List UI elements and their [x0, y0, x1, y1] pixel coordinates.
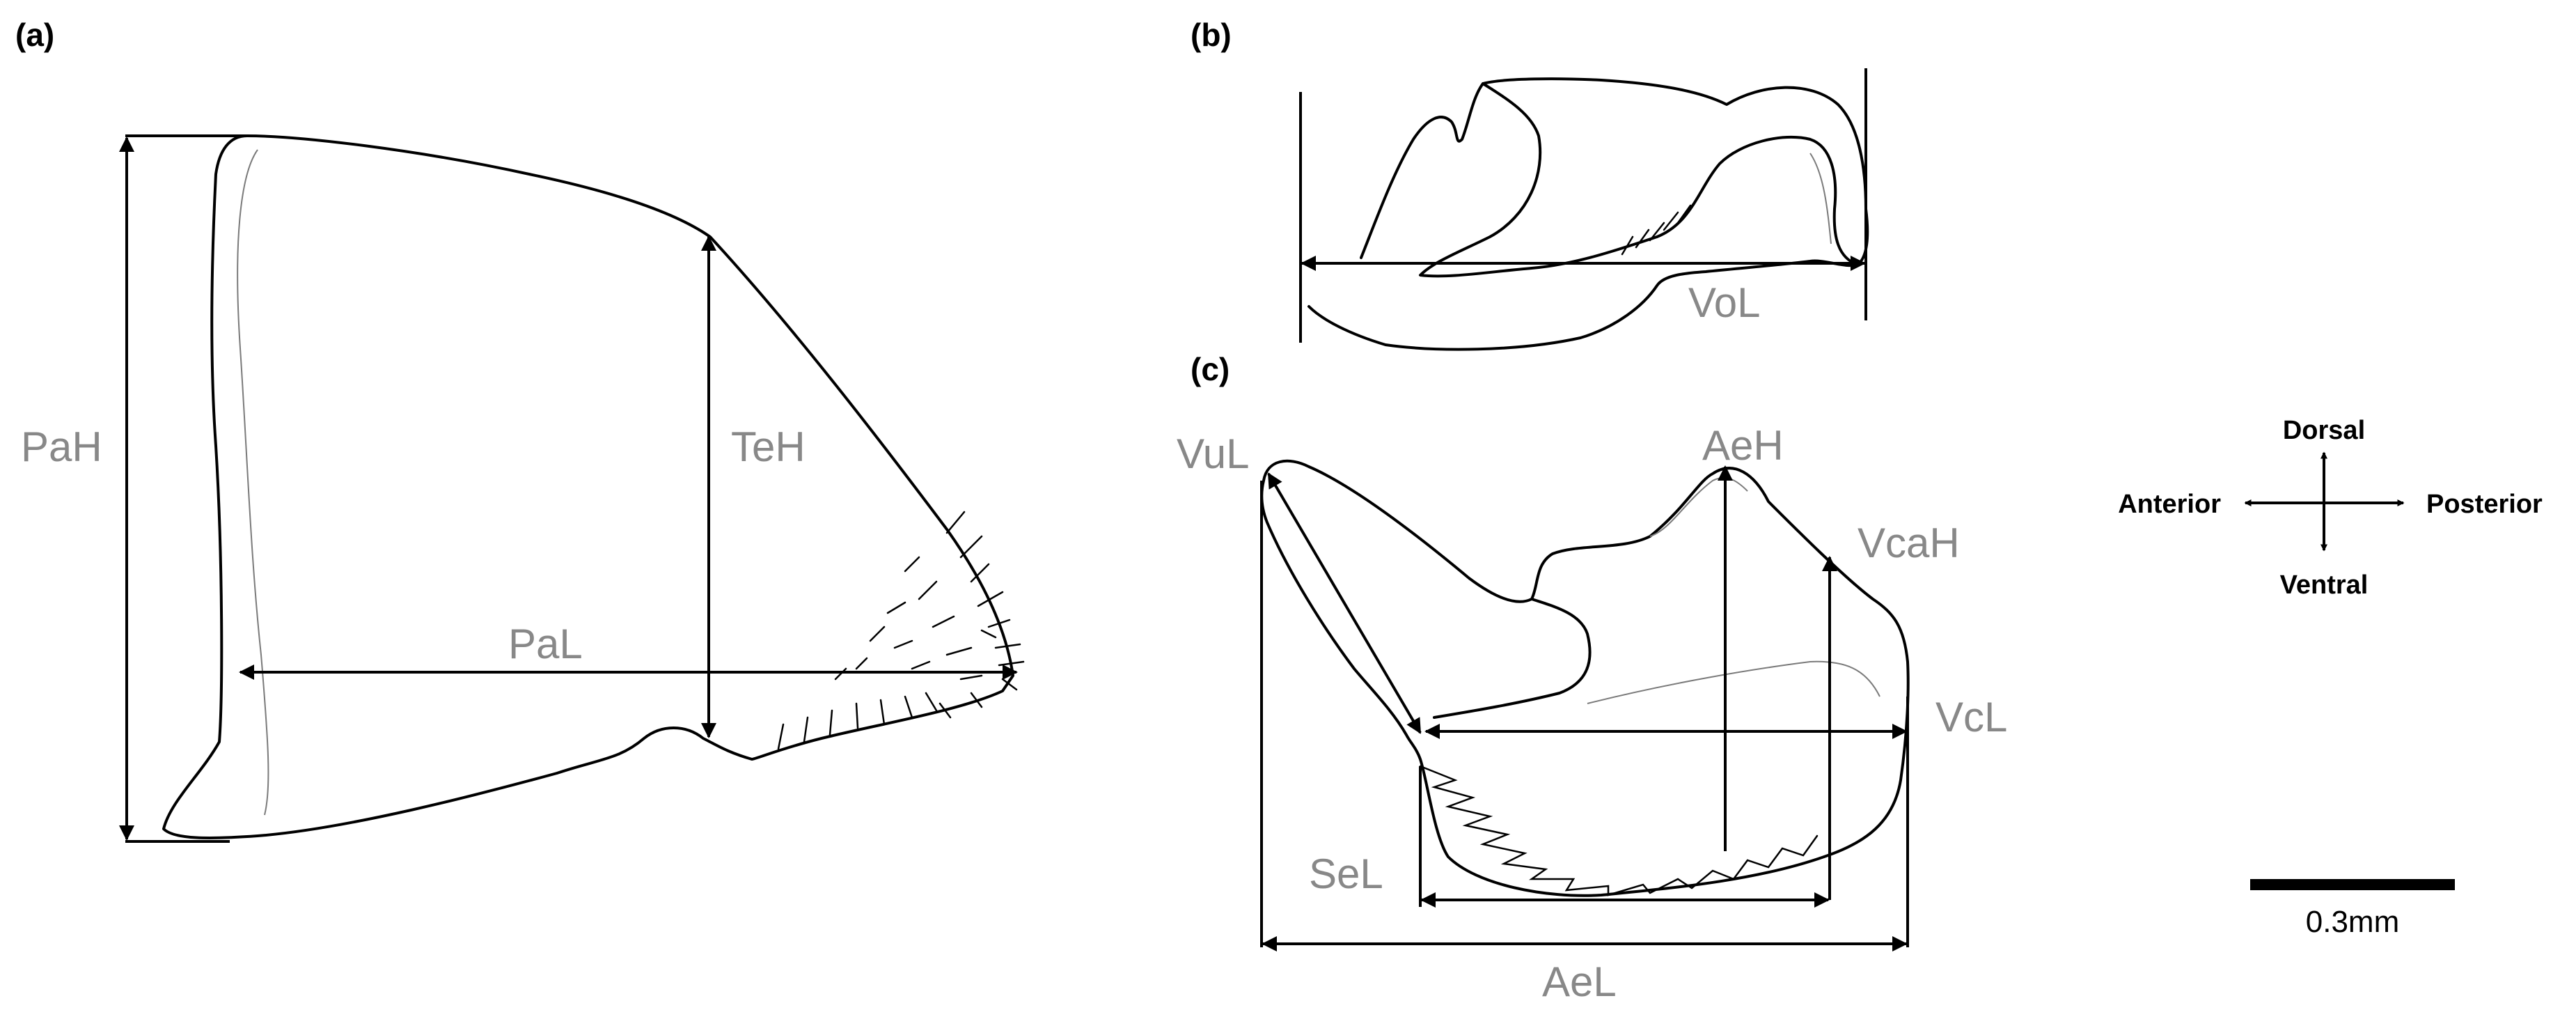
setae-cluster: [777, 511, 1025, 750]
scale-bar: 0.3mm: [2250, 879, 2455, 939]
inner-fold-outline: [1419, 82, 1859, 278]
vul-label: VuL: [1177, 430, 1250, 477]
panel-b-label: (b): [1191, 17, 1232, 53]
sel-label: SeL: [1309, 850, 1383, 897]
mandible-internal-line: [1587, 660, 1880, 704]
setae-cluster-b: [1621, 204, 1692, 256]
inner-fold-contour: [1809, 153, 1832, 244]
vol-label: VoL: [1688, 279, 1760, 326]
segment-outline: [162, 134, 1014, 839]
mandible-inner-lobe: [1433, 598, 1592, 719]
vcah-label: VcaH: [1858, 520, 1960, 566]
ventral-label: Ventral: [2280, 570, 2369, 600]
scale-bar-label: 0.3mm: [2306, 905, 2399, 939]
mandible-inner-contour: [1649, 477, 1748, 537]
orientation-compass: Dorsal Ventral Anterior Posterior: [2118, 416, 2543, 600]
posterior-label: Posterior: [2426, 490, 2543, 519]
vcl-label: VcL: [1935, 694, 2007, 740]
pal-label: PaL: [508, 621, 583, 667]
panel-a: (a) PaH TeH PaL: [15, 17, 1025, 843]
panel-c-label: (c): [1191, 351, 1230, 387]
panel-c: (c) VuL AeH VcaH VcL SeL AeL: [1177, 351, 2007, 1005]
mandible-outline: [1260, 459, 1910, 897]
dorsal-label: Dorsal: [2283, 416, 2365, 445]
body-outline: [1307, 77, 1869, 351]
anterior-label: Anterior: [2118, 490, 2221, 519]
aeh-label: AeH: [1702, 422, 1784, 469]
panel-b: (b) VoL: [1191, 17, 1869, 351]
vul-arrow: [1267, 472, 1422, 734]
segment-inner-contour: [237, 149, 269, 816]
scale-bar-line: [2250, 879, 2455, 890]
teh-label: TeH: [731, 424, 806, 470]
pah-label: PaH: [21, 424, 102, 470]
serrated-teeth: [1419, 765, 1819, 896]
panel-a-label: (a): [15, 17, 54, 53]
ael-label: AeL: [1542, 958, 1617, 1005]
